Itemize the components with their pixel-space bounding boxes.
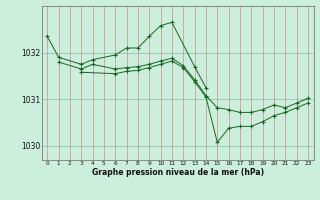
X-axis label: Graphe pression niveau de la mer (hPa): Graphe pression niveau de la mer (hPa) [92,168,264,177]
